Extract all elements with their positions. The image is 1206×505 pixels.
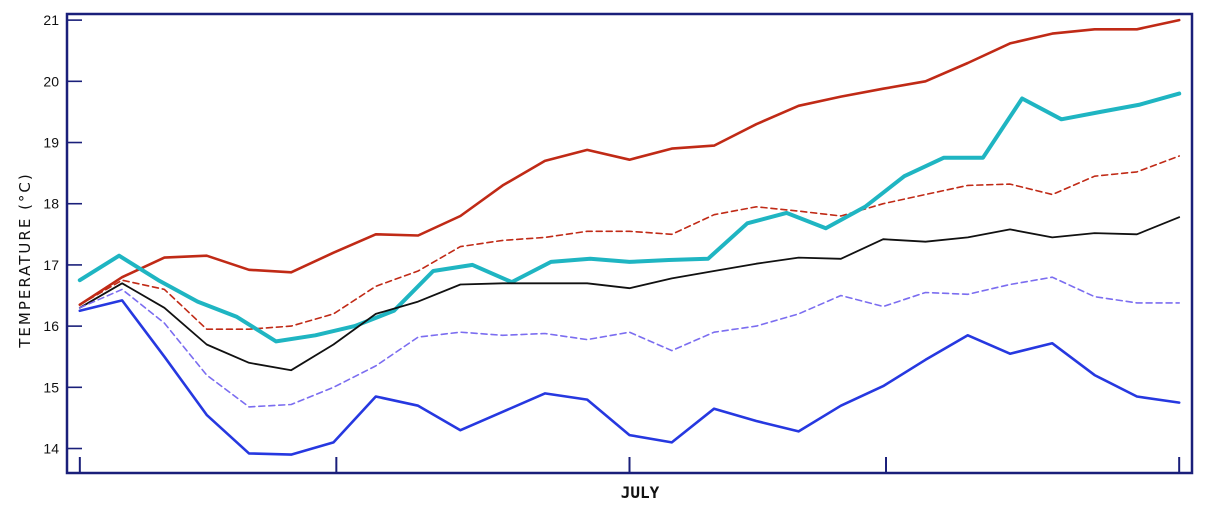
y-tick-label: 14 — [43, 441, 59, 457]
y-tick-label: 20 — [43, 73, 59, 89]
y-tick-label: 16 — [43, 318, 59, 334]
series-line-3 — [77, 91, 1182, 344]
series-line-5 — [79, 276, 1180, 408]
y-axis-title: TEMPERATURE (°C) — [16, 172, 34, 349]
series-line-4 — [78, 216, 1181, 372]
x-axis — [78, 457, 1181, 473]
x-axis-title: JULY — [621, 483, 660, 502]
plot-area — [65, 12, 1194, 475]
series-lines — [77, 18, 1182, 456]
series-line-1 — [78, 18, 1181, 307]
series-line-2 — [79, 155, 1180, 331]
y-tick-label: 21 — [43, 12, 59, 28]
y-tick-label: 19 — [43, 135, 59, 151]
y-tick-label: 18 — [43, 196, 59, 212]
plot-frame — [65, 12, 1194, 475]
y-tick-label: 17 — [43, 257, 59, 273]
y-tick-label: 15 — [43, 379, 59, 395]
series-line-6 — [78, 299, 1181, 456]
y-axis: 14 15 16 17 18 19 20 21 — [43, 12, 82, 457]
